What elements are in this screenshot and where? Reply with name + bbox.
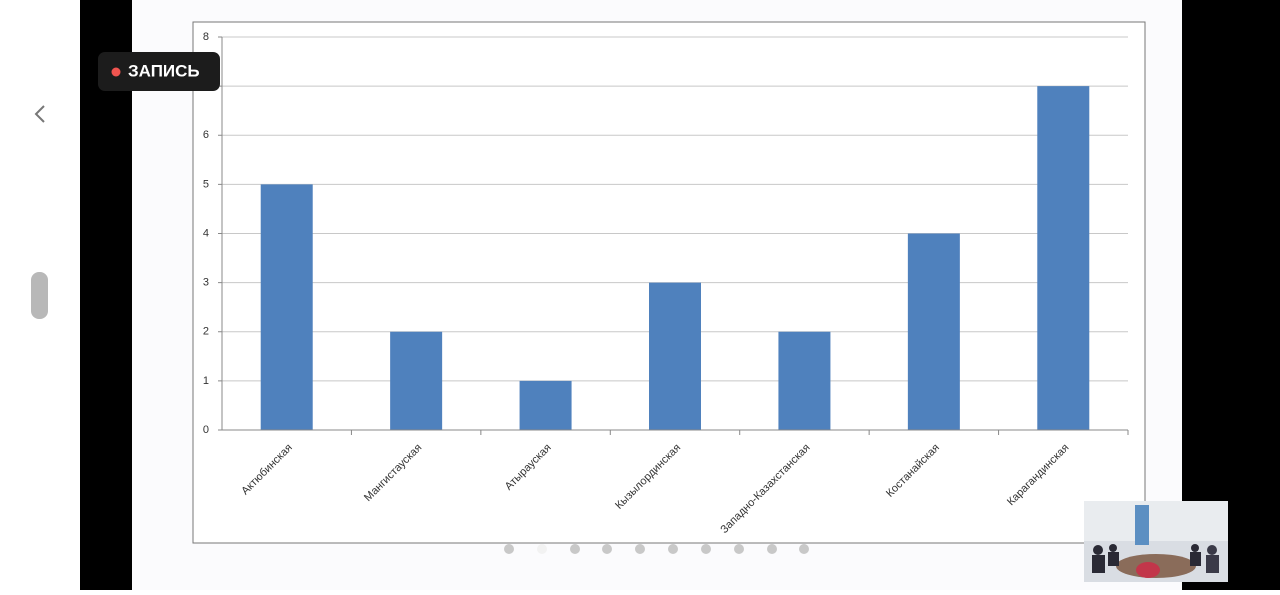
y-tick-label: 6 [203, 129, 209, 141]
page-dot[interactable] [537, 544, 547, 554]
page-dot[interactable] [668, 544, 678, 554]
y-tick-label: 2 [203, 326, 209, 338]
page-dot[interactable] [570, 544, 580, 554]
page-dot[interactable] [734, 544, 744, 554]
y-tick-label: 8 [203, 31, 209, 43]
y-tick-label: 3 [203, 277, 209, 289]
scroll-handle[interactable] [31, 272, 48, 319]
y-tick-label: 1 [203, 375, 209, 387]
bar [907, 233, 960, 430]
bar [649, 282, 701, 430]
page-dot[interactable] [635, 544, 645, 554]
back-button[interactable] [34, 105, 45, 123]
video-thumbnail[interactable] [1084, 501, 1228, 582]
page-dot[interactable] [767, 544, 777, 554]
recording-label: ЗАПИСЬ [128, 61, 200, 80]
letterbox-left [80, 0, 132, 590]
y-tick-label: 4 [203, 227, 209, 239]
page-dot[interactable] [602, 544, 612, 554]
bar [778, 331, 831, 430]
pager [504, 544, 809, 554]
bar [519, 380, 572, 430]
letterbox-right [1182, 0, 1280, 590]
y-tick-label: 5 [203, 178, 209, 190]
page-dot[interactable] [799, 544, 809, 554]
bar [1037, 86, 1090, 430]
bar [390, 331, 443, 430]
page-dot[interactable] [504, 544, 514, 554]
bar [260, 184, 313, 430]
y-tick-label: 0 [203, 424, 209, 436]
recording-badge: ЗАПИСЬ [98, 52, 220, 91]
page-dot[interactable] [701, 544, 711, 554]
